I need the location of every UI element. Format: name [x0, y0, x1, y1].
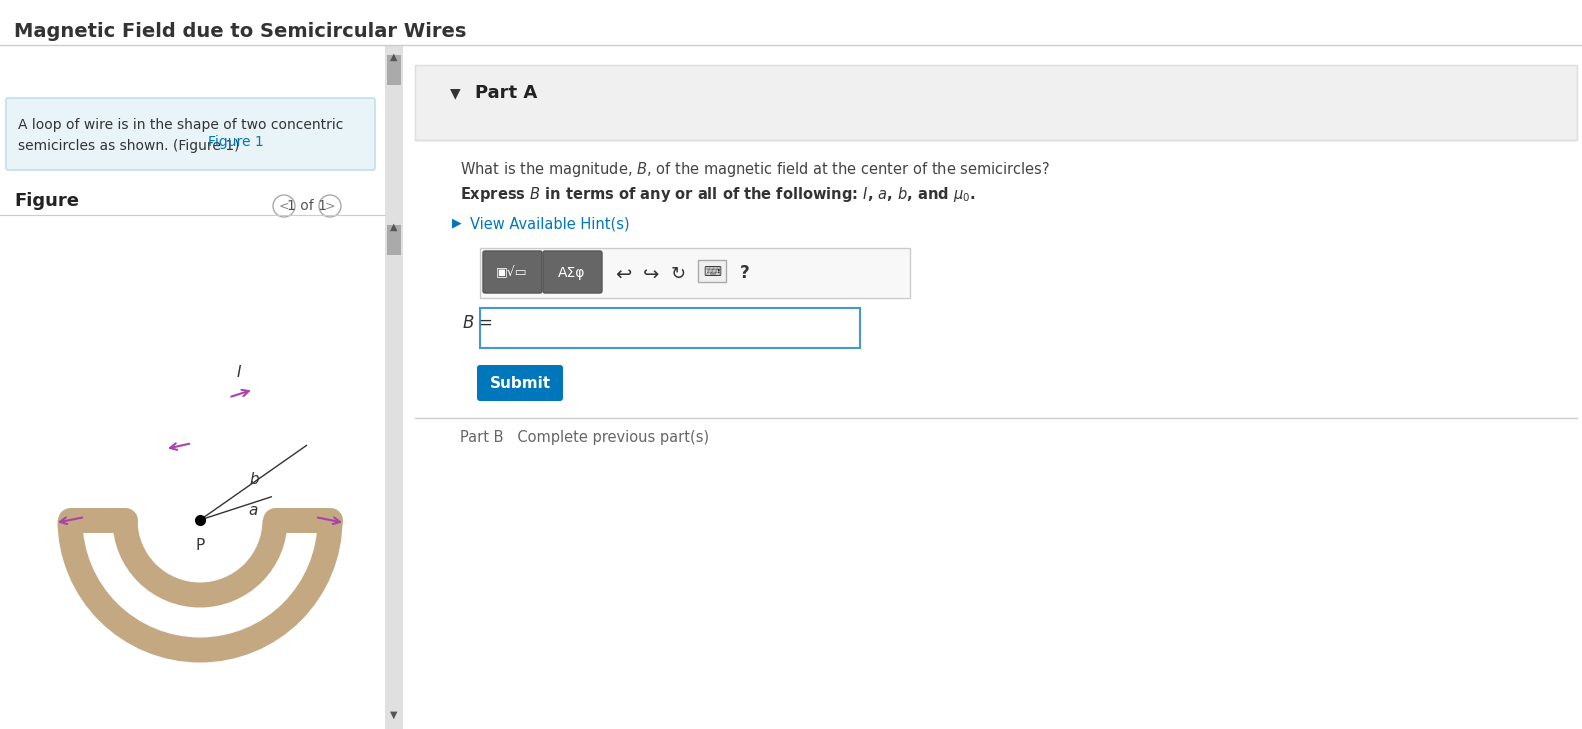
Bar	[388, 55, 400, 85]
Text: View Available Hint(s): View Available Hint(s)	[470, 216, 630, 231]
Text: What is the magnitude, $B$, of the magnetic field at the center of the semicircl: What is the magnitude, $B$, of the magne…	[460, 160, 1050, 179]
Text: >: >	[324, 200, 335, 212]
FancyBboxPatch shape	[483, 251, 543, 293]
Text: ⌨: ⌨	[702, 265, 721, 278]
Text: ▶: ▶	[452, 216, 462, 229]
Text: 1 of 1: 1 of 1	[286, 199, 327, 213]
Bar	[698, 260, 726, 282]
Text: ↪: ↪	[642, 265, 660, 284]
Bar	[384, 45, 403, 729]
Text: ΑΣφ: ΑΣφ	[558, 266, 585, 280]
Bar	[384, 220, 403, 729]
Text: Magnetic Field due to Semicircular Wires: Magnetic Field due to Semicircular Wires	[14, 22, 467, 41]
Text: Express $B$ in terms of any or all of the following: $I$, $a$, $b$, and $\mu_0$.: Express $B$ in terms of any or all of th…	[460, 185, 976, 204]
FancyBboxPatch shape	[6, 98, 375, 170]
Text: ↻: ↻	[671, 265, 687, 283]
Text: ▣√▭: ▣√▭	[497, 267, 528, 279]
Text: A loop of wire is in the shape of two concentric
semicircles as shown. (Figure 1: A loop of wire is in the shape of two co…	[17, 118, 343, 152]
Text: P: P	[195, 538, 204, 553]
Text: Part A: Part A	[475, 84, 538, 102]
FancyBboxPatch shape	[543, 251, 603, 293]
Text: ?: ?	[740, 264, 750, 282]
Text: $I$: $I$	[236, 364, 242, 381]
Text: ▼: ▼	[449, 86, 460, 100]
Text: $a$: $a$	[248, 503, 259, 518]
Bar	[388, 225, 400, 255]
Text: Figure 1: Figure 1	[207, 135, 264, 149]
Text: ▲: ▲	[391, 52, 397, 62]
Bar	[479, 308, 861, 348]
FancyBboxPatch shape	[478, 365, 563, 401]
Text: ▲: ▲	[391, 222, 397, 232]
Text: ↩: ↩	[615, 265, 631, 284]
Text: <: <	[278, 200, 290, 212]
Text: Part B   Complete previous part(s): Part B Complete previous part(s)	[460, 430, 709, 445]
Text: Submit: Submit	[489, 375, 551, 391]
Text: ▼: ▼	[391, 710, 397, 720]
Text: $b$: $b$	[248, 471, 259, 487]
Bar	[414, 65, 1577, 140]
Text: Figure: Figure	[14, 192, 79, 210]
Text: $B$ =: $B$ =	[462, 314, 494, 332]
Bar	[479, 248, 910, 298]
